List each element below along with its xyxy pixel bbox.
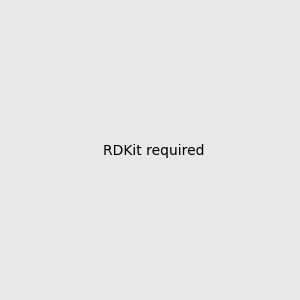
Text: RDKit required: RDKit required bbox=[103, 145, 205, 158]
